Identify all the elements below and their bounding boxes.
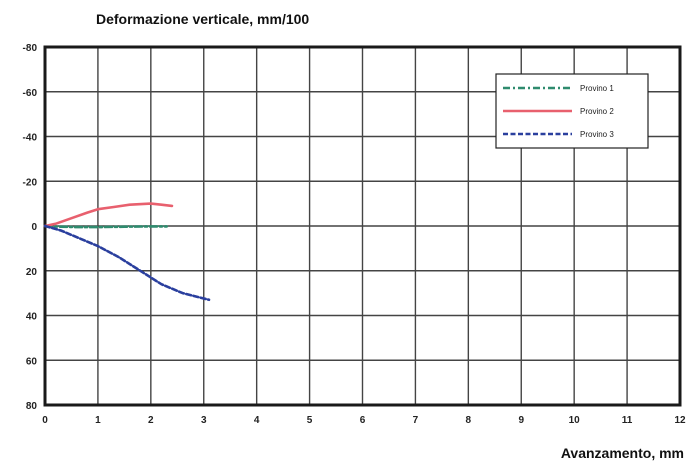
y-tick-label: 60: [26, 356, 38, 367]
y-tick-label: -80: [23, 43, 38, 54]
series-line-1: [43, 224, 168, 229]
y-tick-label: -40: [23, 133, 38, 144]
x-tick-label: 9: [518, 415, 524, 426]
x-tick-label: 11: [622, 415, 633, 426]
y-tick-label: 20: [26, 267, 38, 278]
legend-entry-2: Provino 2: [580, 107, 614, 116]
y-tick-label: 80: [26, 401, 38, 412]
x-tick-label: 4: [254, 415, 260, 426]
x-tick-label: 8: [466, 415, 472, 426]
legend-entry-1: Provino 1: [580, 84, 614, 93]
x-tick-label: 7: [413, 415, 419, 426]
x-tick-label: 3: [201, 415, 207, 426]
y-tick-label: -60: [23, 88, 38, 99]
x-tick-label: 10: [569, 415, 581, 426]
series-line-3: [43, 224, 211, 302]
y-tick-label: -20: [23, 177, 38, 188]
x-tick-label: 5: [307, 415, 313, 426]
x-tick-label: 1: [95, 415, 101, 426]
x-tick-label: 0: [42, 415, 48, 426]
x-tick-label: 12: [674, 415, 686, 426]
chart-title: Deformazione verticale, mm/100: [96, 11, 309, 27]
x-tick-label: 2: [148, 415, 154, 426]
y-tick-labels: -80 -60 -40 -20 0 20 40 60 80: [23, 43, 38, 412]
x-tick-label: 6: [360, 415, 366, 426]
x-axis-label: Avanzamento, mm: [561, 445, 684, 461]
y-tick-label: 0: [31, 222, 37, 233]
legend-entry-3: Provino 3: [580, 130, 614, 139]
series-line-2: [43, 202, 174, 228]
series-group: [43, 202, 211, 302]
y-tick-label: 40: [26, 312, 38, 323]
legend: Provino 1 Provino 2 Provino 3: [495, 73, 649, 149]
x-tick-labels: 0 1 2 3 4 5 6 7 8 9 10 11 12: [42, 415, 686, 426]
